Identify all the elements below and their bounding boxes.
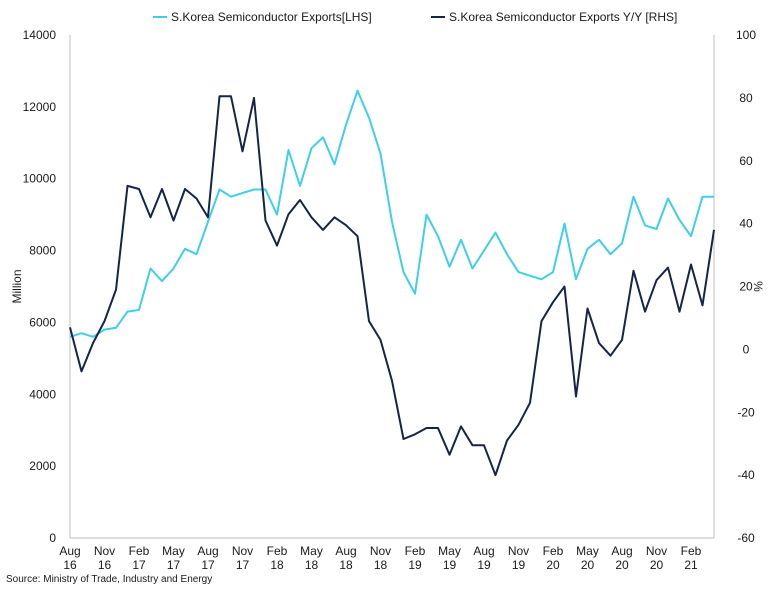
legend-label-yoy: S.Korea Semiconductor Exports Y/Y [RHS] (449, 10, 678, 24)
y-tick-label-right: -60 (737, 531, 755, 545)
x-tick-label: May 20 (576, 544, 599, 572)
y-tick-label-right: 40 (739, 217, 753, 231)
chart-series (69, 89, 715, 477)
x-tick-label: Nov 20 (646, 544, 667, 572)
legend-swatch-yoy (431, 16, 445, 18)
x-tick-label: May 18 (300, 544, 323, 572)
x-tick-label: Aug 19 (473, 544, 494, 572)
y-tick-label-right: 60 (739, 154, 753, 168)
y-tick-label-right: -40 (737, 468, 755, 482)
x-tick-label: Feb 18 (267, 544, 288, 572)
y-tick-label-left: 10000 (23, 172, 57, 186)
y-tick-label-left: 0 (49, 531, 56, 545)
x-tick-label: May 17 (162, 544, 185, 572)
legend-label-exports: S.Korea Semiconductor Exports[LHS] (171, 10, 372, 24)
y-tick-label-left: 4000 (29, 387, 56, 401)
y-tick-label-right: -20 (737, 405, 755, 419)
y-tick-label-right: 20 (739, 280, 753, 294)
legend-item-yoy: S.Korea Semiconductor Exports Y/Y [RHS] (431, 10, 677, 24)
y-tick-label-left: 2000 (29, 459, 56, 473)
y-tick-label-left: 14000 (23, 28, 57, 42)
x-tick-label: Aug 16 (59, 544, 80, 572)
legend-item-exports: S.Korea Semiconductor Exports[LHS] (153, 10, 372, 24)
series-line-yoy (69, 95, 715, 477)
x-tick-label: Nov 16 (94, 544, 115, 572)
x-tick-label: Aug 18 (335, 544, 356, 572)
chart-axes: 0 2000 4000 6000 8000 10000 12000 14000 -60 -40 -2… (10, 28, 765, 572)
y-tick-label-right: 0 (743, 342, 750, 356)
legend-swatch-exports (153, 16, 167, 18)
y-tick-label-left: 12000 (23, 100, 57, 114)
x-tick-label: Feb 17 (129, 544, 150, 572)
series-line-exports (69, 89, 714, 338)
y-tick-label-left: 6000 (29, 315, 56, 329)
x-tick-label: Nov 19 (508, 544, 529, 572)
x-tick-label: May 19 (438, 544, 461, 572)
y-axis-title-left: Million (10, 269, 24, 303)
y-tick-label-right: 80 (739, 91, 753, 105)
x-tick-label: Feb 19 (405, 544, 426, 572)
y-tick-label-left: 8000 (29, 244, 56, 258)
y-tick-label-right: 100 (736, 28, 756, 42)
x-tick-label: Nov 17 (232, 544, 253, 572)
source-note: Source: Ministry of Trade, Industry and … (6, 574, 213, 585)
x-tick-label: Nov 18 (370, 544, 391, 572)
y-axis-title-right: % (751, 281, 765, 292)
x-tick-label: Feb 21 (681, 544, 702, 572)
x-tick-label: Aug 20 (611, 544, 632, 572)
x-tick-label: Feb 20 (543, 544, 564, 572)
x-tick-label: Aug 17 (197, 544, 218, 572)
